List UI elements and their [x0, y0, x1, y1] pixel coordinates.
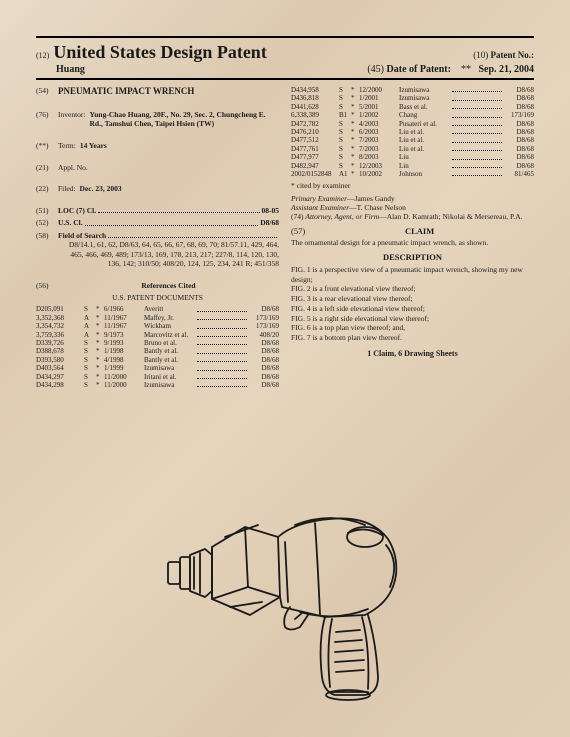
refs-cited-label: References Cited: [141, 281, 195, 290]
reference-row: 3,352,368A*11/1967Maffey, Jr.173/169: [36, 314, 279, 322]
term-value: 14 Years: [80, 141, 107, 150]
reference-row: D393,580S*4/1998Bantly et al.D8/68: [36, 356, 279, 364]
reference-row: D477,512S*7/2003Liu et al.D8/68: [291, 136, 534, 144]
description-heading: DESCRIPTION: [291, 252, 534, 263]
figure-desc: FIG. 5 is a right side elevational view …: [291, 314, 534, 324]
header-right-2: (45) Date of Patent: ** Sep. 21, 2004: [367, 64, 534, 75]
attorney-row: (74) Attorney, Agent, or Firm—Alan D. Ka…: [291, 212, 534, 221]
refs-left-list: D205,091S*6/1966AverittD8/683,352,368A*1…: [36, 305, 279, 389]
date-stars: **: [461, 64, 471, 75]
field-51: (51) LOC (7) Cl. 08-05: [36, 206, 279, 215]
reference-row: D436,818S*1/2001IzumisawaD8/68: [291, 94, 534, 102]
applicant-name: Huang: [56, 64, 85, 75]
figure-desc: FIG. 6 is a top plan view thereof; and,: [291, 323, 534, 333]
claim-text: The ornamental design for a pneumatic im…: [291, 238, 534, 248]
refs-subtitle: U.S. PATENT DOCUMENTS: [36, 293, 279, 302]
left-column: (54) PNEUMATIC IMPACT WRENCH (76) Invent…: [36, 86, 279, 389]
figure-desc: FIG. 7 is a bottom plan view thereof.: [291, 333, 534, 343]
filed-label: Filed:: [58, 184, 76, 193]
header-right-1: (10) Patent No.:: [473, 50, 534, 60]
refs-right-list: D434,958S*12/2000IzumisawaD8/68D436,818S…: [291, 86, 534, 178]
code-45: (45): [367, 64, 384, 75]
reference-row: D403,564S*1/1999IzumisawaD8/68: [36, 364, 279, 372]
fos-label: Field of Search: [58, 231, 106, 240]
inventor-content: Yung-Chao Huang, 20F., No. 29, Sec. 2, C…: [90, 110, 280, 129]
date-label: Date of Patent:: [387, 64, 451, 75]
uscl-label: U.S. Cl.: [58, 218, 83, 227]
reference-row: D434,958S*12/2000IzumisawaD8/68: [291, 86, 534, 94]
reference-row: 3,759,336A*9/1973Marcovitz et al.408/20: [36, 331, 279, 339]
reference-row: 2002/0152848A1*10/2002Johnson81/465: [291, 170, 534, 178]
figure-desc: FIG. 3 is a rear elevational view thereo…: [291, 294, 534, 304]
claim-count: 1 Claim, 6 Drawing Sheets: [291, 349, 534, 359]
reference-row: D434,297S*11/2000Iritani et al.D8/68: [36, 373, 279, 381]
reference-row: D441,628S*5/2001Bass et al.D8/68: [291, 103, 534, 111]
reference-row: D477,761S*7/2003Liu et al.D8/68: [291, 145, 534, 153]
reference-row: D434,298S*11/2000IzumisawaD8/68: [36, 381, 279, 389]
header-left: (12) United States Design Patent: [36, 42, 267, 63]
code-12: (12): [36, 51, 49, 60]
applno-label: Appl. No.: [58, 163, 88, 172]
term-label: Term:: [58, 141, 76, 150]
reference-row: D476,210S*6/2003Liu et al.D8/68: [291, 128, 534, 136]
primary-examiner: Primary Examiner—James Gandy: [291, 194, 534, 203]
reference-row: D339,726S*9/1993Bruno et al.D8/68: [36, 339, 279, 347]
reference-row: 6,338,389B1*1/2002Chang173/169: [291, 111, 534, 119]
top-rule: [36, 36, 534, 38]
inventor-label: Inventor:: [58, 110, 86, 129]
body-columns: (54) PNEUMATIC IMPACT WRENCH (76) Invent…: [36, 86, 534, 389]
header-row-1: (12) United States Design Patent (10) Pa…: [36, 42, 534, 63]
reference-row: D388,678S*1/1998Bantly et al.D8/68: [36, 347, 279, 355]
reference-row: D472,782S*4/2003Pusateri et al.D8/68: [291, 120, 534, 128]
loc-val: 08-05: [262, 206, 280, 215]
reference-row: 3,354,732A*11/1967Wickham173/169: [36, 322, 279, 330]
uscl-val: D8/68: [260, 218, 279, 227]
field-21: (21) Appl. No.: [36, 163, 279, 172]
figure-desc: FIG. 4 is a left side elevational view t…: [291, 304, 534, 314]
claim-heading: (57) CLAIM: [291, 226, 534, 237]
field-54: (54) PNEUMATIC IMPACT WRENCH: [36, 86, 279, 97]
field-52: (52) U.S. Cl. D8/68: [36, 218, 279, 227]
reference-row: D205,091S*6/1966AverittD8/68: [36, 305, 279, 313]
invention-title: PNEUMATIC IMPACT WRENCH: [58, 86, 194, 97]
field-58: (58) Field of Search D8/14.1, 61, 62, D8…: [36, 231, 279, 269]
filed-date: Dec. 23, 2003: [80, 184, 122, 193]
wrench-drawing: [150, 467, 420, 707]
header-row-2: Huang (45) Date of Patent: ** Sep. 21, 2…: [36, 64, 534, 75]
patent-page: (12) United States Design Patent (10) Pa…: [0, 0, 570, 399]
figure-desc: FIG. 2 is a front elevational view there…: [291, 284, 534, 294]
reference-row: D482,947S*12/2003LinD8/68: [291, 162, 534, 170]
patent-type-title: United States Design Patent: [53, 42, 267, 62]
field-term: (**) Term: 14 Years: [36, 141, 279, 150]
patent-no-label: Patent No.:: [491, 50, 535, 60]
patent-date: Sep. 21, 2004: [478, 64, 534, 75]
field-56: (56) References Cited: [36, 281, 279, 290]
header-double-rule: [36, 78, 534, 80]
figure-list: FIG. 1 is a perspective view of a pneuma…: [291, 265, 534, 343]
figure-desc: FIG. 1 is a perspective view of a pneuma…: [291, 265, 534, 285]
loc-label: LOC (7) Cl.: [58, 206, 96, 215]
field-22: (22) Filed: Dec. 23, 2003: [36, 184, 279, 193]
assistant-examiner: Assistant Examiner—T. Chase Nelson: [291, 203, 534, 212]
fos-content: D8/14.1, 61, 62, D8/63, 64, 65, 66, 67, …: [58, 240, 279, 268]
reference-row: D477,977S*8/2003LiuD8/68: [291, 153, 534, 161]
right-column: D434,958S*12/2000IzumisawaD8/68D436,818S…: [291, 86, 534, 389]
code-10: (10): [473, 50, 488, 60]
field-76: (76) Inventor: Yung-Chao Huang, 20F., No…: [36, 110, 279, 129]
cited-note: * cited by examiner: [291, 181, 534, 190]
